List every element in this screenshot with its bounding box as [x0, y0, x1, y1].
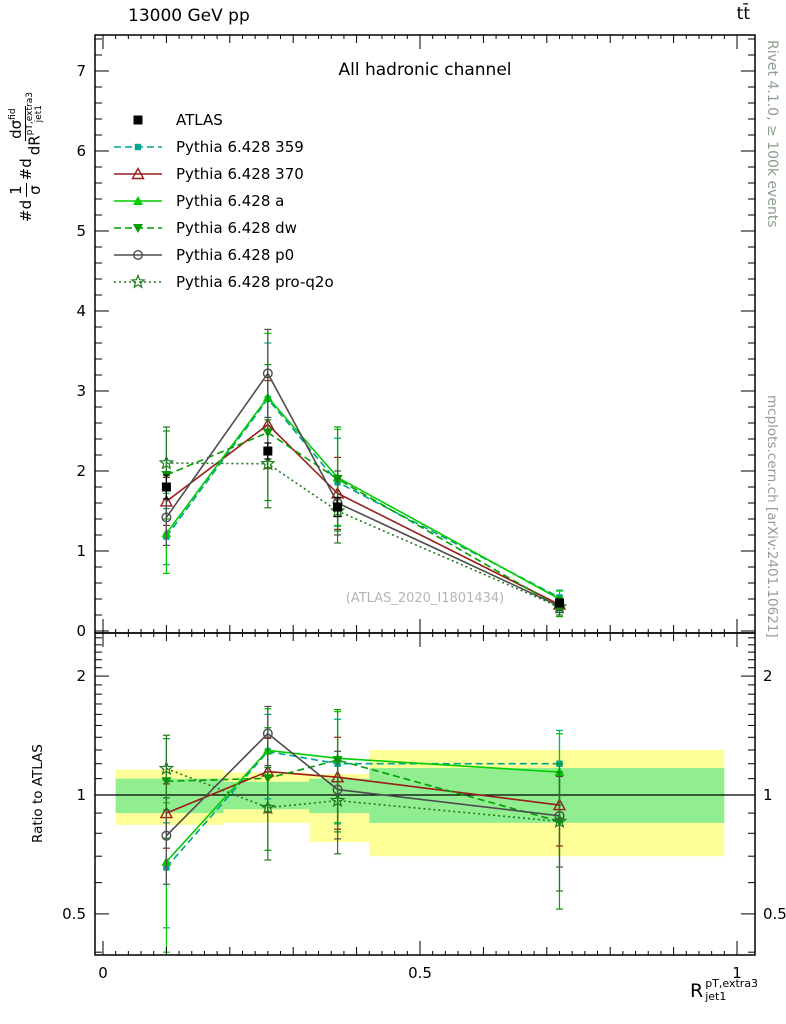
ratio-axis-label: Ratio to ATLAS [30, 744, 46, 843]
svg-text:5: 5 [76, 222, 86, 240]
y-axis-label-prefix2: #d [17, 158, 36, 181]
x-axis-title-sub: jet1 [705, 989, 727, 1003]
legend-item-atlas: ATLAS [112, 106, 334, 133]
svg-text:2: 2 [76, 667, 86, 685]
svg-text:6: 6 [76, 142, 86, 160]
x-axis-title-main: R [690, 979, 704, 1002]
legend-label: Pythia 6.428 359 [176, 137, 304, 156]
svg-text:2: 2 [763, 667, 773, 685]
svg-text:0.5: 0.5 [62, 905, 86, 923]
frac2-den-scripts: pT,extra3 jet1 [25, 92, 45, 135]
svg-text:1: 1 [763, 786, 773, 804]
svg-text:1: 1 [732, 964, 742, 982]
x-axis-title: R pT,extra3 jet1 [690, 977, 759, 1003]
legend-label: Pythia 6.428 a [176, 191, 285, 210]
legend-item-pythia-pro-q2o: Pythia 6.428 pro-q2o [112, 268, 334, 295]
process-label: tt̄ [736, 4, 750, 24]
frac2-num-sup: fid [8, 108, 18, 120]
frac2-num-main: dσ [7, 119, 25, 139]
legend-marker-atlas [133, 115, 143, 124]
legend-label: Pythia 6.428 dw [176, 218, 297, 237]
rivet-version-label: Rivet 4.1.0, ≥ 100k events [764, 40, 780, 228]
legend-item-pythia-359: Pythia 6.428 359 [112, 133, 334, 160]
mcplots-citation-label: mcplots.cern.ch [arXiv:2401.10621] [764, 395, 780, 638]
legend-marker-pythia-a [114, 195, 162, 205]
legend-marker-pythia-p0 [114, 249, 162, 260]
frac2-den-main: dR [25, 135, 44, 156]
svg-text:4: 4 [76, 302, 86, 320]
y-axis-label-frac1: 1 σ [7, 183, 44, 197]
legend-item-pythia-370: Pythia 6.428 370 [112, 160, 334, 187]
beam-energy-label: 13000 GeV pp [128, 6, 250, 26]
svg-text:0.5: 0.5 [408, 964, 432, 982]
frac2-numerator: dσfid [7, 106, 27, 141]
plot-title: All hadronic channel [338, 60, 512, 80]
legend-label: Pythia 6.428 pro-q2o [176, 272, 334, 291]
legend-label: Pythia 6.428 370 [176, 164, 304, 183]
frac1-denominator: σ [25, 185, 44, 195]
legend-marker-pythia-370 [114, 166, 162, 179]
svg-text:0.5: 0.5 [763, 905, 786, 923]
x-axis-title-sup: pT,extra3 [705, 977, 759, 990]
frac2-denominator: dR pT,extra3 jet1 [25, 92, 45, 156]
svg-text:7: 7 [76, 62, 86, 80]
analysis-id-watermark: (ATLAS_2020_I1801434) [345, 591, 505, 606]
svg-text:1: 1 [76, 786, 86, 804]
y-axis-label-prefix1: #d [17, 199, 36, 222]
svg-text:2: 2 [76, 462, 86, 480]
legend-marker-pythia-pro-q2o [114, 273, 162, 289]
svg-text:0: 0 [98, 964, 108, 982]
legend-marker-pythia-dw [114, 223, 162, 233]
legend-item-pythia-a: Pythia 6.428 a [112, 187, 334, 214]
legend-label: Pythia 6.428 p0 [176, 245, 295, 264]
frac2-den-sub: jet1 [34, 105, 45, 123]
y-axis-label-frac2: dσfid dR pT,extra3 jet1 [7, 92, 45, 156]
svg-text:1: 1 [76, 542, 86, 560]
legend-marker-pythia-359 [114, 143, 162, 150]
svg-text:0: 0 [76, 622, 86, 640]
y-axis-label: #d 1 σ #d dσfid dR pT,extra3 jet1 [7, 92, 45, 222]
legend-item-pythia-dw: Pythia 6.428 dw [112, 214, 334, 241]
legend-item-pythia-p0: Pythia 6.428 p0 [112, 241, 334, 268]
legend: ATLAS Pythia 6.428 359 Pythia 6.428 370 … [112, 106, 334, 295]
x-axis-title-scripts: pT,extra3 jet1 [705, 977, 759, 1003]
svg-text:3: 3 [76, 382, 86, 400]
legend-label: ATLAS [176, 110, 223, 129]
frac1-numerator: 1 [7, 183, 27, 197]
